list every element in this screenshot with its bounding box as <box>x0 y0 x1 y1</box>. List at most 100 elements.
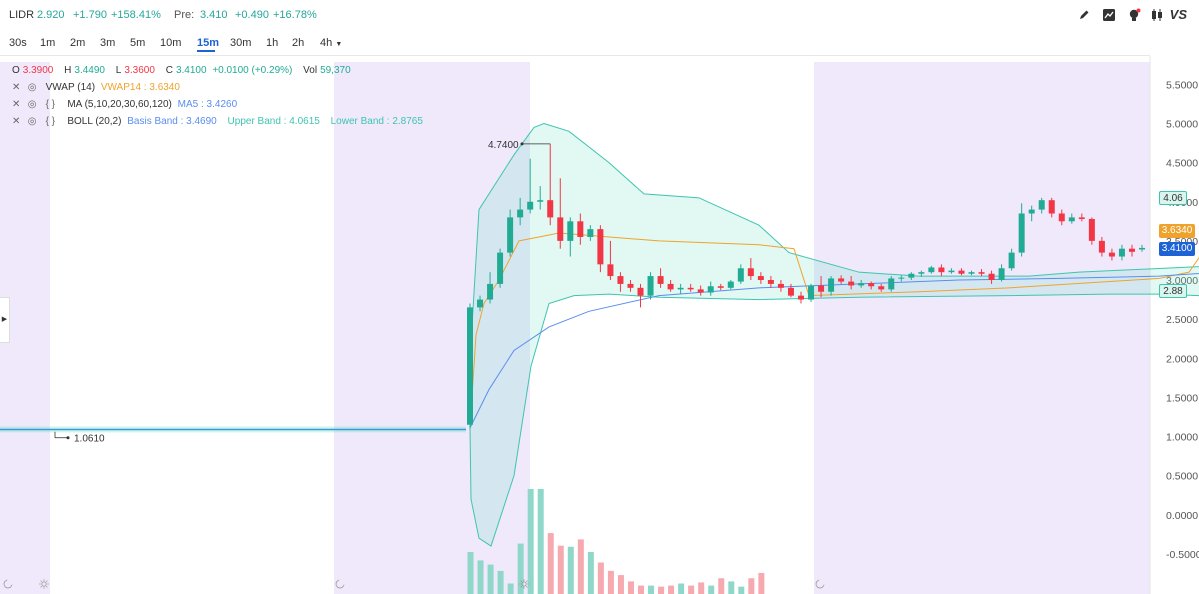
timeframe-30m[interactable]: 30m <box>230 37 252 49</box>
timeframe-bar: 30s 1m 2m 3m 5m 10m 15m 30m 1h 2h 4h ▼ <box>0 30 1199 56</box>
timeframe-10m[interactable]: 10m <box>160 37 182 49</box>
close-icon[interactable]: ✕ <box>12 116 21 127</box>
candle <box>687 283 694 292</box>
pencil-icon[interactable] <box>1077 8 1091 22</box>
volume-bar <box>567 546 574 594</box>
candle-body <box>888 278 895 290</box>
symbol-label[interactable]: LIDR <box>9 9 35 21</box>
volume-bar <box>678 583 685 594</box>
candle <box>1038 197 1045 214</box>
candle-body <box>657 276 664 284</box>
eye-icon[interactable]: ◎ <box>27 82 37 93</box>
candle <box>1108 248 1115 261</box>
open-label: O <box>12 65 20 76</box>
sun-icon <box>39 579 49 589</box>
candle <box>938 264 945 277</box>
candle <box>647 272 654 300</box>
sun-icon-ray <box>526 580 528 582</box>
timeframe-3m[interactable]: 3m <box>100 37 116 49</box>
timeframe-4h[interactable]: 4h ▼ <box>320 37 342 49</box>
open-value: 3.3900 <box>22 65 54 76</box>
y-tick-label: 5.5000 <box>1166 79 1198 91</box>
candle <box>497 248 504 288</box>
volume-bar <box>688 585 695 594</box>
settings-brace-icon[interactable]: { } <box>45 99 56 110</box>
timeframe-1m[interactable]: 1m <box>40 37 56 49</box>
candle-body <box>928 267 935 273</box>
extended-hours-region <box>334 62 530 594</box>
volume-bar <box>617 575 624 594</box>
volume-bar <box>648 585 655 594</box>
sun-icon-ray <box>40 580 42 582</box>
close-icon[interactable]: ✕ <box>12 99 21 110</box>
candle <box>1128 244 1135 257</box>
timeframe-2h[interactable]: 2h <box>292 37 305 49</box>
volume-bar <box>668 585 675 594</box>
candle <box>998 264 1005 282</box>
candle-body <box>838 278 845 282</box>
flat-price-region <box>0 426 466 433</box>
candle-body <box>707 286 714 293</box>
y-tick-label: 4.5000 <box>1166 158 1198 170</box>
candle-body <box>627 283 634 288</box>
eye-icon[interactable]: ◎ <box>27 116 37 127</box>
volume-bars <box>467 489 765 594</box>
pre-market-price: 3.410 <box>200 9 228 21</box>
candle <box>1098 236 1105 257</box>
candle-body <box>597 229 604 265</box>
candle-body <box>777 283 784 288</box>
eye-icon[interactable]: ◎ <box>27 99 37 110</box>
timeframe-5m[interactable]: 5m <box>130 37 146 49</box>
timeframe-1h[interactable]: 1h <box>266 37 279 49</box>
high-value: 3.4490 <box>74 65 105 76</box>
candle <box>637 283 644 308</box>
sun-icon-ray <box>46 580 48 582</box>
candle-body <box>737 268 744 282</box>
timeframe-30s[interactable]: 30s <box>9 37 27 49</box>
candle-body <box>757 276 764 280</box>
candle <box>607 240 614 280</box>
volume-bar <box>708 585 715 594</box>
candle <box>1078 213 1085 222</box>
toolbar-divider <box>0 55 1150 56</box>
candle-body <box>1088 218 1095 241</box>
candle-body <box>747 268 754 277</box>
candle <box>477 295 484 312</box>
caret-down-icon: ▼ <box>335 41 343 48</box>
candle-body <box>968 272 975 274</box>
sun-icon-core <box>41 581 47 587</box>
settings-brace-icon[interactable]: { } <box>45 116 56 127</box>
volume-bar <box>467 552 474 594</box>
candle-body <box>878 286 885 290</box>
sun-icon <box>519 579 529 589</box>
candle-body <box>787 287 794 296</box>
candle <box>808 283 815 302</box>
candle-body <box>507 217 514 253</box>
volume-bar <box>547 533 554 594</box>
candle <box>567 217 574 257</box>
candle <box>878 283 885 292</box>
lightbulb-icon[interactable] <box>1127 8 1141 22</box>
close-icon[interactable]: ✕ <box>12 82 21 93</box>
candlestick-icon[interactable] <box>1150 8 1164 22</box>
volume-label: Vol <box>303 65 318 76</box>
candlestick-series <box>467 143 1146 429</box>
candle-body <box>487 283 494 300</box>
candle-body <box>557 217 564 241</box>
candle <box>958 268 965 276</box>
candle <box>727 280 734 290</box>
candle <box>757 272 764 284</box>
candle-body <box>988 273 995 280</box>
y-tick-label: 2.0000 <box>1166 353 1198 365</box>
sidebar-toggle[interactable]: ▶ <box>0 297 10 343</box>
candle <box>737 264 744 284</box>
timeframe-2m[interactable]: 2m <box>70 37 86 49</box>
sun-icon-ray <box>526 586 528 588</box>
chevron-right-icon: ▶ <box>1 316 8 323</box>
timeframe-15m[interactable]: 15m <box>197 37 220 49</box>
low-label: L <box>115 65 122 76</box>
candle-body <box>467 307 473 425</box>
lower-band-tag: 2.88 <box>1159 284 1187 298</box>
volume-bar <box>517 543 524 594</box>
line-chart-icon[interactable] <box>1102 8 1116 22</box>
